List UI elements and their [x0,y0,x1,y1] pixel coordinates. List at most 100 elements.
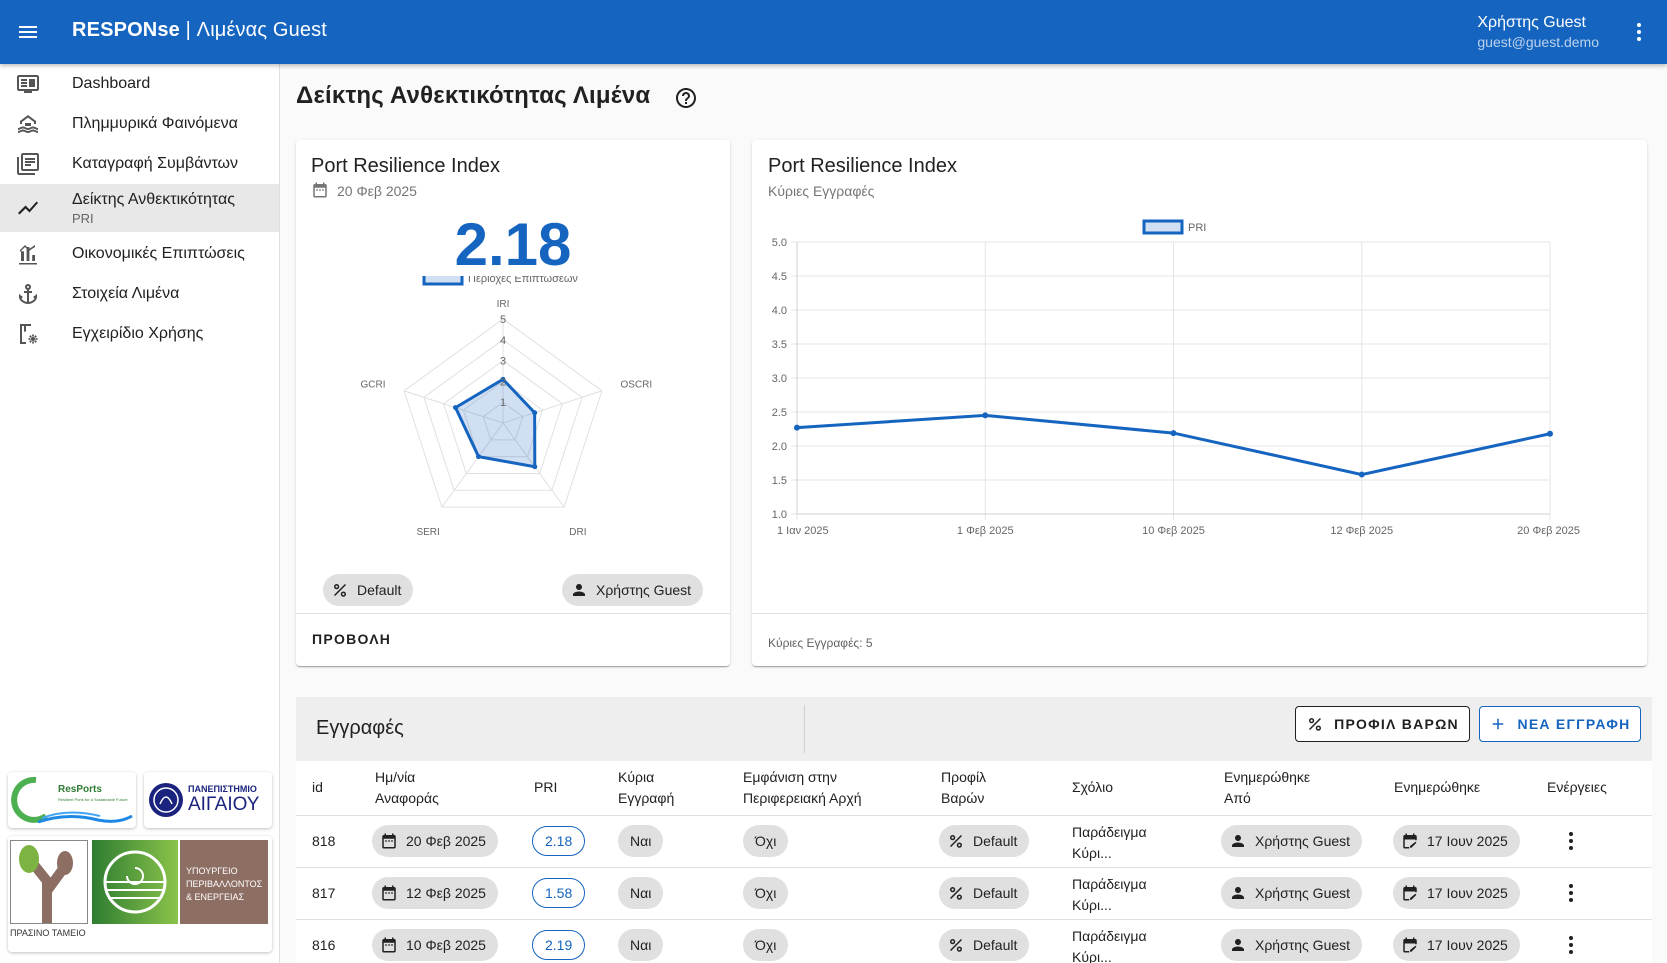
table-row[interactable]: 816 10 Φεβ 2025 2.19 Ναι Όχι Default Παρ… [296,920,1652,963]
pri-card-title: Port Resilience Index [311,155,500,177]
help-icon[interactable] [674,86,698,110]
view-button[interactable]: ΠΡΟΒΟΛΗ [312,631,392,647]
column-header-main[interactable]: Κύρια Εγγραφή [618,767,674,809]
user-chip[interactable]: Χρήστης Guest [562,574,704,606]
column-header-pri[interactable]: PRI [534,779,558,795]
cell-updated-by: Χρήστης Guest [1255,885,1351,901]
new-record-button[interactable]: ΝΕΑ ΕΓΓΡΑΦΗ [1479,706,1641,742]
cell-regional-display-chip: Όχι [743,929,789,961]
radar-spoke [441,422,504,508]
sidebar-item-label: Εγχειρίδιο Χρήσης [72,325,204,342]
sidebar-item-resilience-index[interactable]: Δείκτης Ανθεκτικότητας PRI [0,184,279,232]
radar-axis-label: GCRI [360,379,385,390]
cell-date: 10 Φεβ 2025 [406,937,486,953]
percent-icon [950,939,962,952]
table-row[interactable]: 818 20 Φεβ 2025 2.18 Ναι Όχι Default Παρ… [296,816,1652,867]
menu-icon[interactable] [16,20,40,44]
cell-comment-line2: Κύρι... [1072,845,1112,861]
weights-profile-chip-label: Default [357,582,402,598]
cell-updated-by-chip: Χρήστης Guest [1221,877,1363,909]
legend-swatch [1142,219,1184,235]
cell-regional-display: Όχι [755,885,777,901]
column-header-comment[interactable]: Σχόλιο [1072,779,1114,795]
column-header-regional-display[interactable]: Εμφάνιση στην Περιφερειακή Αρχή [743,767,862,809]
y-tick-label: 4.0 [772,305,787,317]
economic-chart-icon [19,245,37,265]
radar-axis-label: OSCRI [621,379,653,390]
cell-main-chip: Ναι [618,877,664,909]
cell-date: 12 Φεβ 2025 [406,885,486,901]
plus-icon [1493,718,1504,730]
resports-logo-tagline: Resilient Ports for a Sustainable Future [58,797,128,802]
column-header-updated-by[interactable]: Ενημερώθηκε Από [1224,767,1310,809]
cell-comment-line1: Παράδειγμα [1072,928,1147,944]
y-tick-label: 1.0 [772,509,787,521]
table-row[interactable]: 817 12 Φεβ 2025 1.58 Ναι Όχι Default Παρ… [296,868,1652,919]
column-header-profile[interactable]: Προφίλ Βαρών [941,767,986,809]
cell-updated: 17 Ιουν 2025 [1427,937,1508,953]
cell-profile-chip: Default [939,929,1030,961]
sidebar-item-label: Πλημμυρικά Φαινόμενα [72,115,238,132]
radar-tick-label: 1 [500,397,506,409]
page-title: Δείκτης Ανθεκτικότητας Λιμένα [296,82,651,109]
user-info[interactable]: Χρήστης Guest guest@guest.demo [1477,14,1599,50]
calendar-edit-icon [1403,885,1417,901]
x-tick-label: 1 Ιαν 2025 [777,525,829,537]
radar-tick-label: 4 [500,335,506,347]
weights-profile-button[interactable]: ΠΡΟΦΙΛ ΒΑΡΩΝ [1295,706,1470,742]
university-logo-line2: ΑΙΓΑΙΟΥ [188,794,260,815]
trend-line-icon [18,201,38,215]
cell-updated-by: Χρήστης Guest [1255,937,1351,953]
radar-grid-ring [443,359,563,474]
weights-profile-chip[interactable]: Default [323,574,414,606]
legend-label: Περιοχές Επιπτώσεων [468,276,578,285]
calendar-icon [382,937,396,953]
x-tick-label: 12 Φεβ 2025 [1330,525,1393,537]
column-header-id[interactable]: id [312,779,323,795]
sidebar-item-label: Καταγραφή Συμβάντων [72,155,239,172]
cell-id: 816 [312,937,336,953]
row-actions-more-icon[interactable] [1559,881,1583,905]
sidebar-item-events[interactable]: Καταγραφή Συμβάντων [0,144,279,184]
column-header-updated[interactable]: Ενημερώθηκε [1394,779,1481,795]
column-header-actions: Ενέργειες [1547,779,1607,795]
sidebar-item-dashboard[interactable]: Dashboard [0,64,279,104]
row-actions-more-icon[interactable] [1559,933,1583,957]
cell-profile-chip: Default [939,825,1030,857]
sidebar-item-port-info[interactable]: Στοιχεία Λιμένα [0,274,279,314]
legend-swatch [422,276,464,286]
university-logo-line1: ΠΑΝΕΠΙΣΤΗΜΙΟ [188,784,257,794]
person-icon [573,584,585,596]
cell-profile-chip: Default [939,877,1030,909]
sidebar-item-label: Οικονομικές Επιπτώσεις [72,245,245,262]
pri-card: Port Resilience Index 20 Φεβ 2025 2.18 Π… [296,140,730,666]
cell-pri-chip: 2.19 [532,930,586,960]
row-actions-more-icon[interactable] [1559,829,1583,853]
header-divider [296,815,1652,816]
app-title-brand: RESPONse [72,19,180,41]
ministry-line1: ΥΠΟΥΡΓΕΙΟ [186,866,238,876]
app-title-port: | Λιμένας Guest [179,19,327,41]
column-header-updated-by-line1: Ενημερώθηκε [1224,769,1311,785]
y-tick-label: 1.5 [772,475,787,487]
sidebar-item-economic[interactable]: Οικονομικές Επιπτώσεις [0,234,279,274]
y-tick-label: 2.5 [772,407,787,419]
cell-date: 20 Φεβ 2025 [406,833,486,849]
calendar-edit-icon [1403,937,1417,953]
pri-data-point [1170,430,1177,437]
cell-comment-line1: Παράδειγμα [1072,824,1147,840]
sidebar-item-flood[interactable]: Πλημμυρικά Φαινόμενα [0,104,279,144]
user-email: guest@guest.demo [1477,34,1599,50]
percent-icon [950,887,962,900]
cell-regional-display-chip: Όχι [743,825,789,857]
column-header-profile-line2: Βαρών [941,790,985,806]
ministry-label-block: ΥΠΟΥΡΓΕΙΟ ΠΕΡΙΒΑΛΛΟΝΤΟΣ & ΕΝΕΡΓΕΙΑΣ [180,840,268,924]
radar-grid-ring [462,380,544,458]
cell-updated: 17 Ιουν 2025 [1427,885,1508,901]
radar-series-area [453,377,537,469]
sidebar-item-manual[interactable]: Εγχειρίδιο Χρήσης [0,314,279,354]
pri-data-point [1358,471,1365,478]
cell-date-chip: 12 Φεβ 2025 [372,877,498,909]
more-vert-icon[interactable] [1627,20,1651,44]
column-header-date[interactable]: Ημ/νία Αναφοράς [375,767,439,809]
